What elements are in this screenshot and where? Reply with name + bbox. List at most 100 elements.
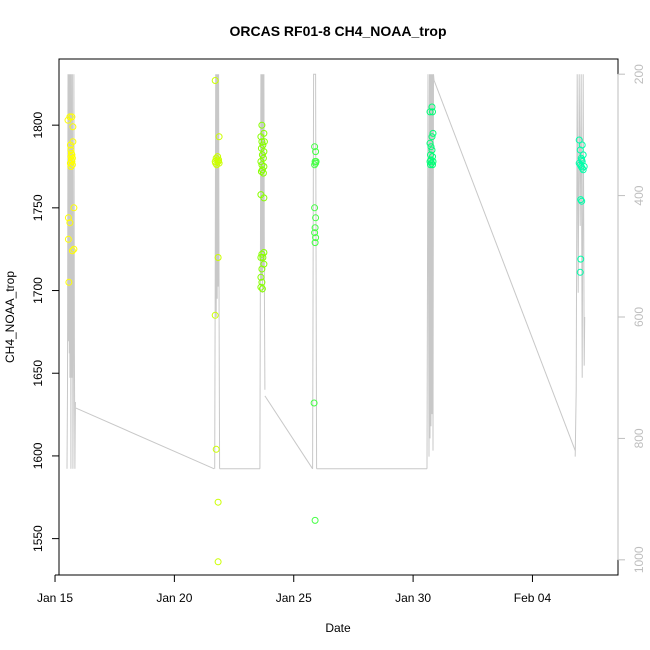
data-point xyxy=(70,245,78,253)
data-point xyxy=(257,273,265,281)
data-point xyxy=(311,204,319,212)
altitude-trace-segment xyxy=(66,74,76,469)
altitude-trace-segment xyxy=(214,74,221,469)
x-axis: Jan 15 Jan 20 Jan 25 Jan 30 Feb 04 xyxy=(37,574,552,605)
y-tick-label: 1550 xyxy=(31,525,45,552)
data-point xyxy=(214,498,222,506)
data-point xyxy=(260,148,268,156)
data-point xyxy=(259,141,267,149)
altitude-trace-segment xyxy=(426,74,435,469)
data-point xyxy=(428,133,436,141)
x-axis-label: Date xyxy=(325,621,351,635)
data-point xyxy=(257,283,265,291)
data-point xyxy=(258,151,266,159)
data-point xyxy=(576,146,584,154)
data-point xyxy=(66,219,74,227)
data-point xyxy=(70,204,78,212)
altitude-trace-segment xyxy=(264,395,314,470)
data-point xyxy=(260,138,268,146)
data-point xyxy=(258,166,266,174)
data-point xyxy=(258,278,266,286)
data-point xyxy=(578,197,586,205)
altitude-trace-segment xyxy=(574,74,586,457)
data-point xyxy=(576,268,584,276)
y-tick-label: 1750 xyxy=(31,194,45,221)
data-point xyxy=(310,399,318,407)
data-point xyxy=(214,153,222,161)
data-point xyxy=(311,516,319,524)
data-point xyxy=(257,133,265,141)
data-point xyxy=(211,311,219,319)
data-point xyxy=(311,229,319,237)
data-point xyxy=(427,143,435,151)
data-point xyxy=(312,234,320,242)
y2-tick-label: 600 xyxy=(632,307,646,327)
data-point xyxy=(69,138,77,146)
x-tick-label: Jan 20 xyxy=(156,591,192,605)
altitude-trace-segment xyxy=(312,73,318,469)
data-point xyxy=(69,123,77,131)
data-point xyxy=(429,161,436,169)
y-axis: 1550 1600 1650 1700 1750 1800 xyxy=(31,111,59,552)
data-point xyxy=(426,139,434,147)
y2-tick-label: 400 xyxy=(632,185,646,205)
data-point xyxy=(258,265,266,273)
data-point xyxy=(64,214,72,222)
data-point xyxy=(577,196,585,204)
data-point xyxy=(215,159,223,167)
data-point xyxy=(258,121,266,129)
altitude-trace-layer xyxy=(66,73,586,470)
data-point xyxy=(428,159,435,167)
data-point xyxy=(67,146,75,154)
data-point xyxy=(212,445,220,453)
data-point xyxy=(211,77,219,84)
data-point xyxy=(579,166,587,174)
data-point xyxy=(429,108,436,116)
data-point xyxy=(428,146,436,154)
data-point xyxy=(258,250,266,258)
data-point xyxy=(257,254,265,261)
data-point xyxy=(66,113,74,121)
data-point xyxy=(68,247,76,255)
data-point xyxy=(212,159,220,167)
data-point xyxy=(311,224,319,232)
y2-tick-label: 800 xyxy=(632,428,646,448)
data-point xyxy=(68,158,76,165)
x-tick-label: Jan 25 xyxy=(276,591,312,605)
y2-tick-label: 200 xyxy=(632,64,646,84)
y-tick-label: 1600 xyxy=(31,442,45,469)
data-point xyxy=(68,113,76,121)
data-point xyxy=(429,129,437,137)
y-axis-label: CH4_NOAA_trop xyxy=(3,271,17,363)
y-tick-label: 1650 xyxy=(31,360,45,387)
x-tick-label: Jan 15 xyxy=(37,591,73,605)
data-point xyxy=(258,138,266,146)
data-point xyxy=(312,148,320,156)
data-point xyxy=(258,285,266,293)
y-tick-label: 1800 xyxy=(31,111,45,138)
data-point xyxy=(65,278,73,286)
x-tick-label: Feb 04 xyxy=(514,591,552,605)
points-layer xyxy=(64,77,588,566)
data-point xyxy=(259,169,267,177)
data-point xyxy=(427,151,434,159)
data-point xyxy=(215,133,223,141)
data-point xyxy=(576,161,584,169)
data-point xyxy=(312,158,320,165)
data-point xyxy=(578,164,586,172)
data-point xyxy=(311,161,319,169)
x-tick-label: Jan 30 xyxy=(395,591,431,605)
data-point xyxy=(580,163,588,170)
data-point xyxy=(214,254,222,261)
data-point xyxy=(257,168,265,175)
data-point xyxy=(67,153,75,161)
data-point xyxy=(428,103,436,111)
altitude-trace-segment xyxy=(75,407,215,470)
data-point xyxy=(64,235,72,243)
data-point xyxy=(575,136,583,144)
altitude-trace-segment xyxy=(433,80,576,451)
data-point xyxy=(260,249,268,256)
data-point xyxy=(578,156,586,164)
data-point xyxy=(258,161,266,169)
